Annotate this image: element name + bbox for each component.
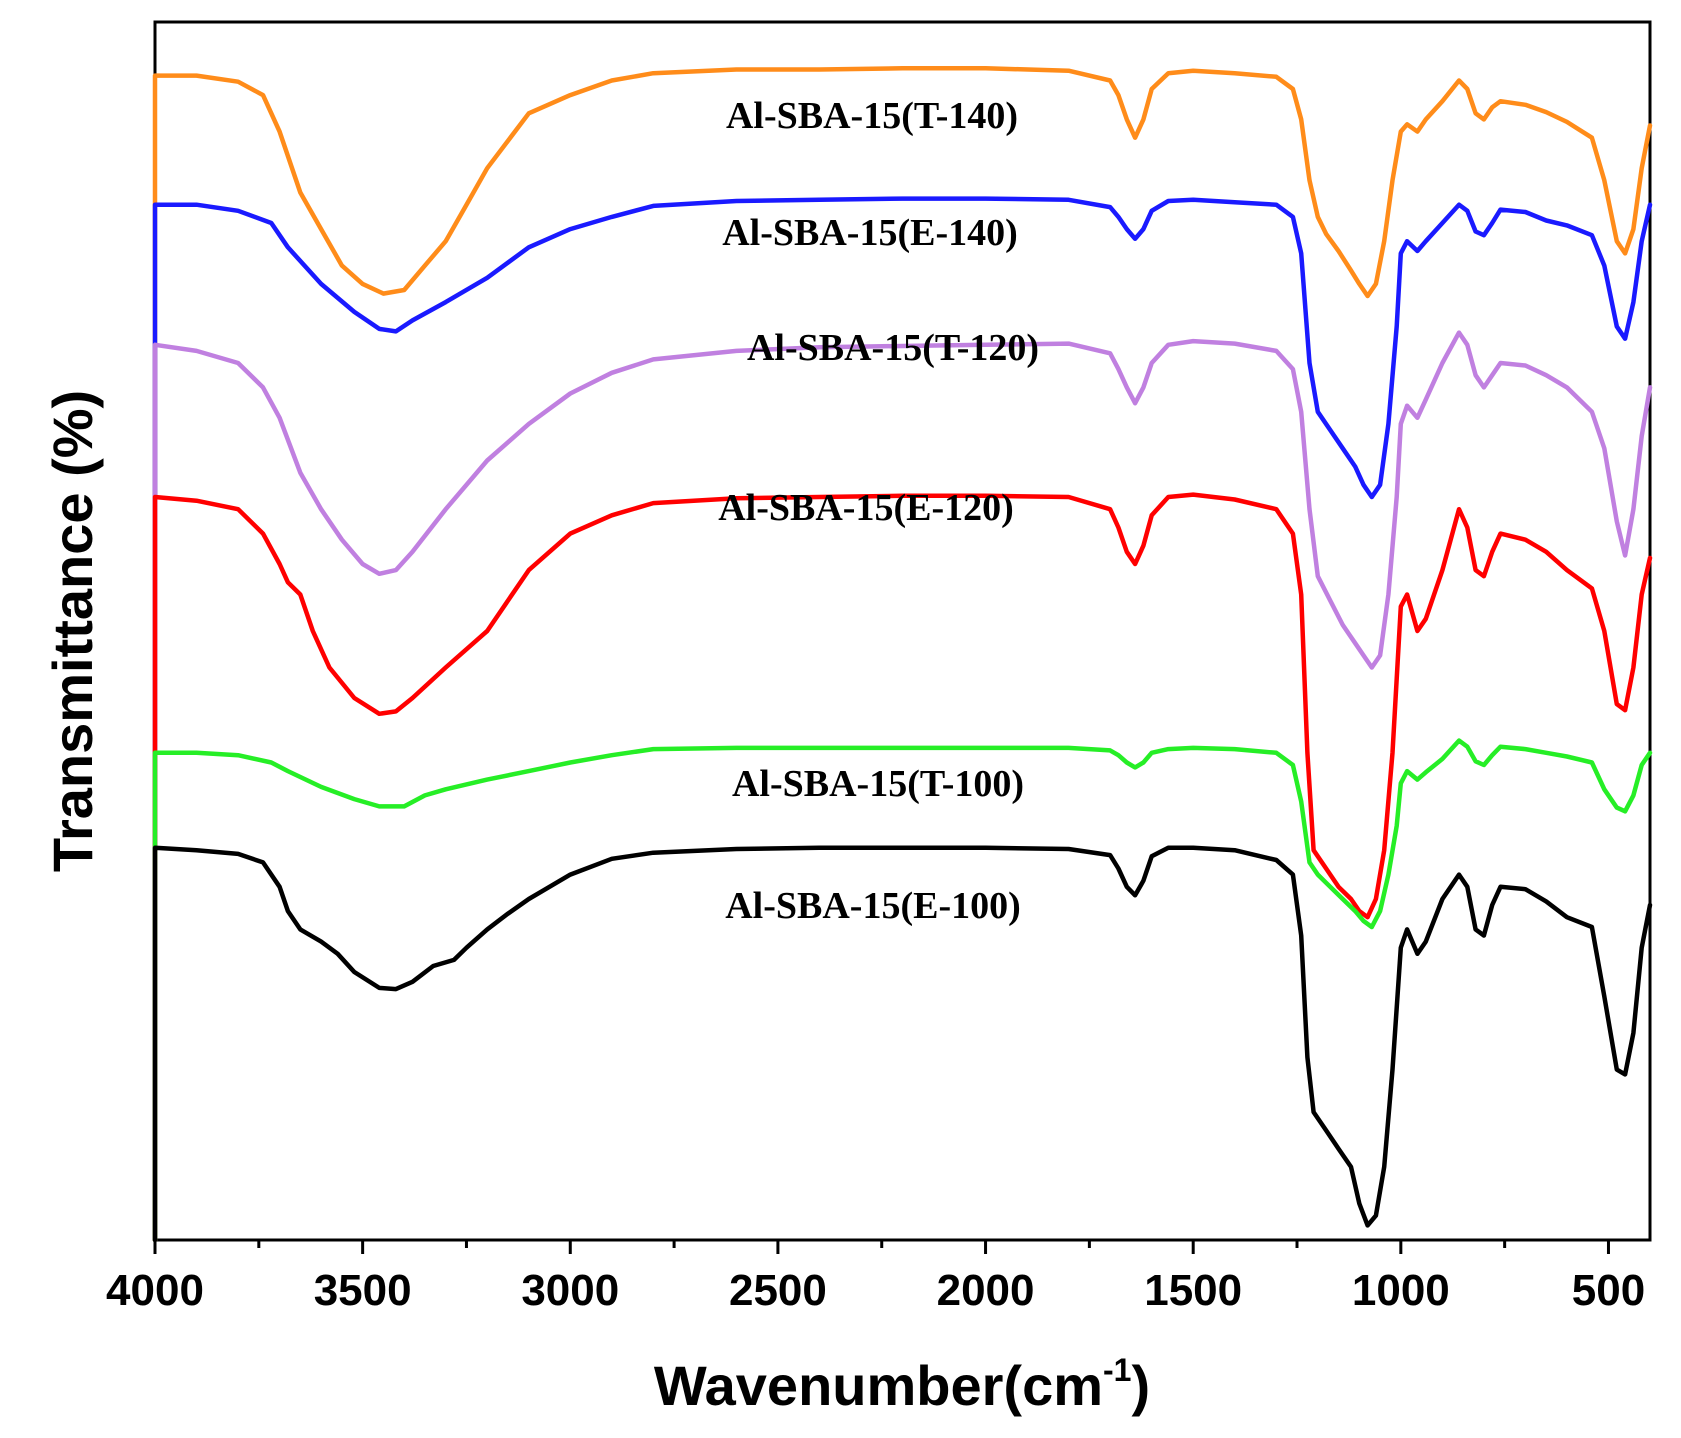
series-label-e100: Al-SBA-15(E-100) <box>725 885 1021 927</box>
series-label-t140: Al-SBA-15(T-140) <box>726 95 1018 137</box>
x-axis-title-close: ) <box>1131 1354 1150 1417</box>
x-tick-label-5: 1500 <box>1144 1266 1242 1315</box>
y-axis-title: Transmittance (%) <box>41 390 104 872</box>
series-line-1 <box>152 196 1653 1243</box>
series-line-4 <box>152 738 1653 1243</box>
x-axis-title: Wavenumber(cm-1) <box>654 1352 1150 1417</box>
x-tick-label-7: 500 <box>1572 1266 1645 1315</box>
series-line-0 <box>152 66 1653 1243</box>
x-axis-title-main: Wavenumber(cm <box>654 1354 1103 1417</box>
series-label-e140: Al-SBA-15(E-140) <box>722 212 1018 254</box>
series-line-5 <box>152 845 1653 1243</box>
x-axis-ticks: 4000 3500 3000 2500 2000 1500 1000 500 <box>106 1240 1645 1315</box>
series-line-2 <box>152 330 1653 1243</box>
series-labels: Al-SBA-15(T-140) Al-SBA-15(E-140) Al-SBA… <box>718 95 1039 927</box>
x-axis-title-sup: -1 <box>1103 1352 1131 1388</box>
x-tick-label-1: 3500 <box>314 1266 412 1315</box>
x-tick-label-4: 2000 <box>937 1266 1035 1315</box>
x-tick-label-6: 1000 <box>1352 1266 1450 1315</box>
series-line-3 <box>152 492 1653 1243</box>
plot-frame <box>153 20 1652 1242</box>
x-tick-label-2: 3000 <box>521 1266 619 1315</box>
series-label-e120: Al-SBA-15(E-120) <box>718 487 1014 529</box>
series-label-t100: Al-SBA-15(T-100) <box>732 763 1024 805</box>
series-label-t120: Al-SBA-15(T-120) <box>747 327 1039 369</box>
x-tick-label-0: 4000 <box>106 1266 204 1315</box>
series-layer <box>152 66 1653 1243</box>
x-tick-label-3: 2500 <box>729 1266 827 1315</box>
